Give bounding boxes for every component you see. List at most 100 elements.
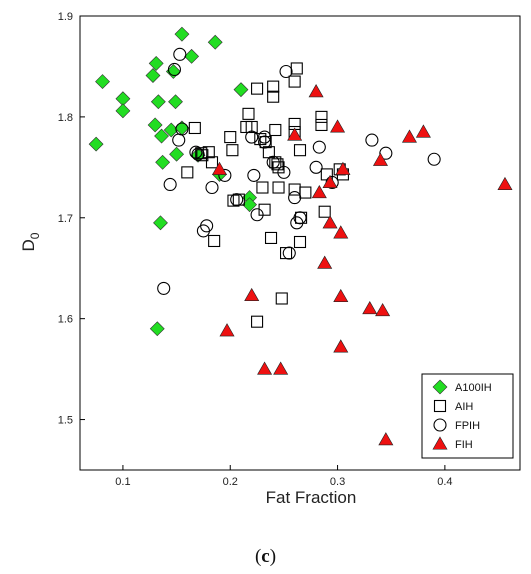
data-point-aih	[279, 247, 293, 260]
x-tick-label: 0.3	[330, 476, 345, 488]
data-point-fih	[415, 124, 431, 138]
data-point-fpih	[205, 180, 219, 195]
data-point-fpih	[167, 62, 181, 77]
data-point-aih	[251, 82, 264, 95]
legend-label-fih: FIH	[455, 439, 473, 451]
data-point-aih	[299, 186, 312, 199]
data-point-fih	[317, 255, 333, 269]
y-tick-label: 1.9	[58, 11, 73, 23]
data-point-fpih	[218, 168, 232, 182]
data-point-aih	[267, 80, 280, 93]
data-point-fih	[287, 127, 303, 141]
data-point-a100ih	[115, 103, 131, 119]
legend-marker-aih	[433, 399, 447, 413]
data-point-fpih	[309, 160, 323, 174]
data-point-fpih	[172, 133, 186, 147]
data-point-aih	[205, 156, 219, 169]
data-point-aih	[272, 161, 285, 174]
data-point-fih	[333, 339, 349, 353]
data-point-a100ih	[174, 26, 190, 42]
panel-label: (c)	[254, 546, 277, 567]
data-point-fpih	[230, 193, 244, 207]
data-point-fih	[330, 119, 346, 133]
data-point-fih	[211, 161, 228, 175]
data-point-aih	[318, 205, 331, 218]
data-point-a100ih	[153, 215, 168, 231]
data-point-fpih	[247, 168, 261, 182]
series-a100ih	[88, 26, 257, 337]
y-axis-label-subscript: 0	[28, 232, 42, 239]
data-point-aih	[315, 118, 328, 132]
data-point-aih	[272, 181, 285, 194]
data-point-aih	[258, 203, 271, 216]
data-point-a100ih	[95, 74, 110, 90]
legend-label-fpih: FPIH	[455, 420, 480, 432]
data-point-a100ih	[154, 128, 169, 144]
data-point-aih	[264, 231, 278, 245]
data-point-a100ih	[168, 94, 183, 110]
data-point-a100ih	[184, 48, 200, 64]
data-point-fpih	[189, 145, 203, 159]
data-point-fih	[378, 432, 394, 446]
data-point-fih	[497, 176, 513, 191]
data-point-fpih	[245, 130, 259, 144]
data-point-aih	[188, 121, 201, 135]
x-tick-label: 0.4	[437, 476, 452, 488]
data-point-fih	[219, 323, 235, 337]
data-point-fpih	[200, 219, 214, 233]
data-point-aih	[245, 120, 258, 134]
legend-label-aih: AIH	[455, 401, 473, 413]
x-tick-label: 0.1	[115, 476, 130, 488]
panel-letter: c	[261, 546, 270, 567]
data-point-aih	[208, 234, 221, 248]
legend-marker-fih	[432, 436, 448, 450]
data-point-fpih	[293, 211, 307, 225]
data-points	[88, 26, 513, 446]
legend-marker-fpih	[433, 418, 447, 432]
x-axis-label: Fat Fraction	[266, 488, 357, 507]
data-point-fih	[322, 215, 338, 229]
data-point-fpih	[173, 47, 187, 61]
data-point-fpih	[427, 152, 441, 166]
data-point-a100ih	[147, 117, 163, 133]
legend-label-a100ih: A100IH	[455, 382, 492, 394]
data-point-fih	[273, 361, 289, 375]
data-point-fpih	[379, 146, 393, 160]
data-point-a100ih	[207, 34, 223, 50]
y-axis-label-main: D	[19, 239, 38, 251]
data-point-aih	[224, 131, 237, 144]
data-point-fih	[322, 174, 338, 189]
data-point-fpih	[175, 122, 189, 136]
data-point-aih	[202, 146, 215, 159]
data-point-aih	[315, 110, 328, 123]
data-point-aih	[293, 235, 307, 249]
y-tick-label: 1.7	[58, 213, 73, 225]
data-point-fpih	[191, 147, 205, 161]
data-point-fih	[362, 300, 378, 315]
data-point-a100ih	[150, 94, 166, 110]
data-point-aih	[251, 315, 264, 328]
data-point-fih	[333, 225, 349, 239]
data-point-fpih	[282, 246, 296, 260]
data-point-aih	[242, 107, 255, 120]
y-axis-ticks: 1.5 1.6 1.7 1.8 1.9	[58, 11, 85, 427]
data-point-fpih	[163, 177, 177, 192]
data-point-fpih	[312, 140, 326, 154]
data-point-aih	[226, 144, 239, 157]
data-point-fpih	[258, 130, 272, 144]
data-point-a100ih	[148, 55, 164, 71]
data-point-fpih	[258, 135, 272, 149]
x-axis-ticks: 0.1 0.2 0.3 0.4	[115, 465, 453, 488]
data-point-fih	[244, 287, 260, 302]
data-point-aih	[275, 292, 288, 305]
data-point-aih	[288, 75, 301, 88]
data-point-fih	[308, 84, 324, 98]
data-point-fpih	[157, 281, 171, 295]
plot-frame	[79, 15, 521, 471]
data-point-a100ih	[169, 146, 185, 162]
data-point-aih	[181, 166, 194, 179]
data-point-fih	[257, 361, 273, 375]
data-point-a100ih	[149, 321, 165, 337]
data-point-fpih	[250, 208, 264, 222]
data-point-aih	[267, 90, 280, 103]
